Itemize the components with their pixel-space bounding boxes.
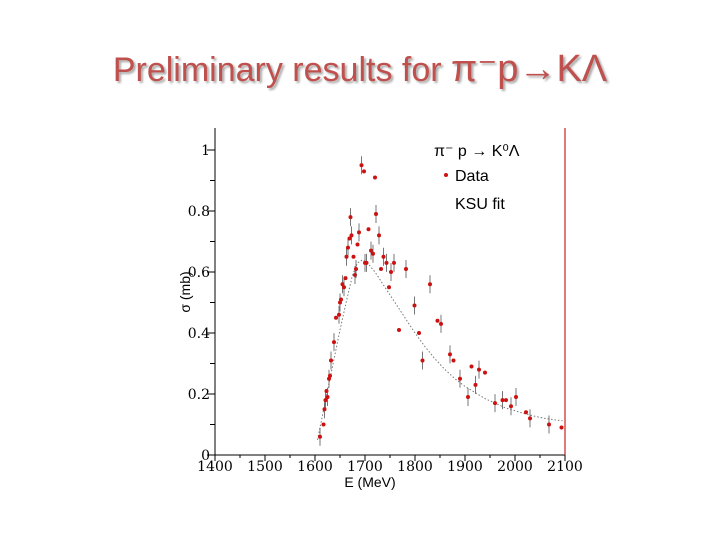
data-point (355, 242, 360, 247)
data-point (392, 260, 396, 265)
x-tick-label: 1600 (297, 459, 333, 475)
data-point (420, 358, 425, 363)
y-tick-label: 0.8 (188, 204, 210, 220)
title-reaction: π⁻p→KΛ (451, 48, 608, 90)
data-point (404, 266, 408, 271)
data-point (318, 434, 322, 439)
data-point (366, 227, 371, 232)
title-prefix: Preliminary results for (112, 51, 452, 89)
y-tick-label: 0 (201, 448, 210, 464)
data-point (321, 422, 326, 427)
x-axis-title: E (MeV) (344, 474, 395, 490)
data-point (528, 416, 532, 421)
data-point (559, 425, 564, 430)
data-point (379, 266, 383, 271)
data-point (493, 401, 497, 406)
data-point (451, 358, 456, 363)
data-point (371, 251, 375, 256)
y-axis-title: σ (mb) (177, 271, 193, 312)
data-point (500, 398, 505, 403)
data-point (466, 395, 470, 400)
x-tick-label: 1400 (197, 459, 233, 475)
data-point (435, 318, 440, 323)
data-point (362, 169, 366, 174)
data-point (374, 212, 378, 217)
x-tick-label: 1500 (247, 459, 283, 475)
data-point (547, 422, 551, 427)
y-tick-label: 0.4 (188, 326, 210, 342)
data-point (328, 373, 332, 378)
data-point (337, 312, 341, 317)
data-point (340, 282, 345, 287)
data-point (357, 230, 361, 235)
data-point (389, 270, 393, 274)
data-point (339, 297, 343, 302)
data-point (343, 276, 348, 281)
x-tick-label: 2000 (497, 459, 533, 475)
data-point (348, 215, 353, 220)
data-point (347, 236, 352, 241)
data-point (477, 367, 481, 372)
y-tick-label: 0.6 (188, 265, 210, 281)
data-point (387, 285, 391, 290)
legend-entry-data: Data (455, 168, 489, 185)
x-tick-label: 1800 (397, 459, 433, 475)
data-point (448, 352, 452, 357)
data-point (377, 233, 381, 238)
data-point (439, 321, 443, 326)
data-point (369, 248, 373, 253)
legend-heading: π⁻ p → K⁰Λ (434, 143, 520, 160)
data-point (469, 364, 474, 369)
data-point (514, 395, 518, 400)
data-point (323, 398, 328, 403)
data-point (359, 163, 364, 168)
ksu-fit-line (317, 259, 563, 440)
data-point (325, 395, 330, 400)
data-point (458, 376, 462, 381)
data-point (344, 254, 349, 259)
data-point (349, 233, 354, 238)
data-point (428, 282, 432, 287)
data-point (473, 382, 478, 387)
data-point (327, 376, 331, 381)
data-point (338, 300, 342, 305)
data-point (524, 410, 528, 415)
y-tick-label: 0.2 (188, 387, 210, 403)
data-point (334, 315, 338, 320)
data-point (417, 331, 421, 335)
legend-data-marker (444, 173, 448, 177)
data-point (332, 340, 336, 345)
data-point (384, 260, 389, 265)
data-point (329, 358, 333, 363)
legend-entry-fit: KSU fit (455, 196, 505, 213)
x-tick-label: 1700 (347, 459, 383, 475)
data-point (346, 245, 350, 250)
data-point (509, 404, 513, 409)
data-point (342, 285, 346, 290)
data-point (351, 254, 356, 259)
data-point (397, 327, 401, 332)
x-tick-label: 1900 (447, 459, 483, 475)
data-point (364, 260, 369, 265)
data-point (412, 303, 417, 308)
legend: π⁻ p → K⁰Λ Data KSU fit (434, 143, 520, 213)
data-point (354, 266, 358, 271)
data-point (381, 254, 386, 259)
slide-title: Preliminary results for π⁻p→KΛ (0, 46, 720, 91)
data-point (504, 398, 508, 403)
data-point (483, 370, 487, 375)
x-tick-label: 2100 (547, 459, 583, 475)
data-point (373, 175, 377, 180)
y-tick-label: 1 (201, 143, 210, 159)
